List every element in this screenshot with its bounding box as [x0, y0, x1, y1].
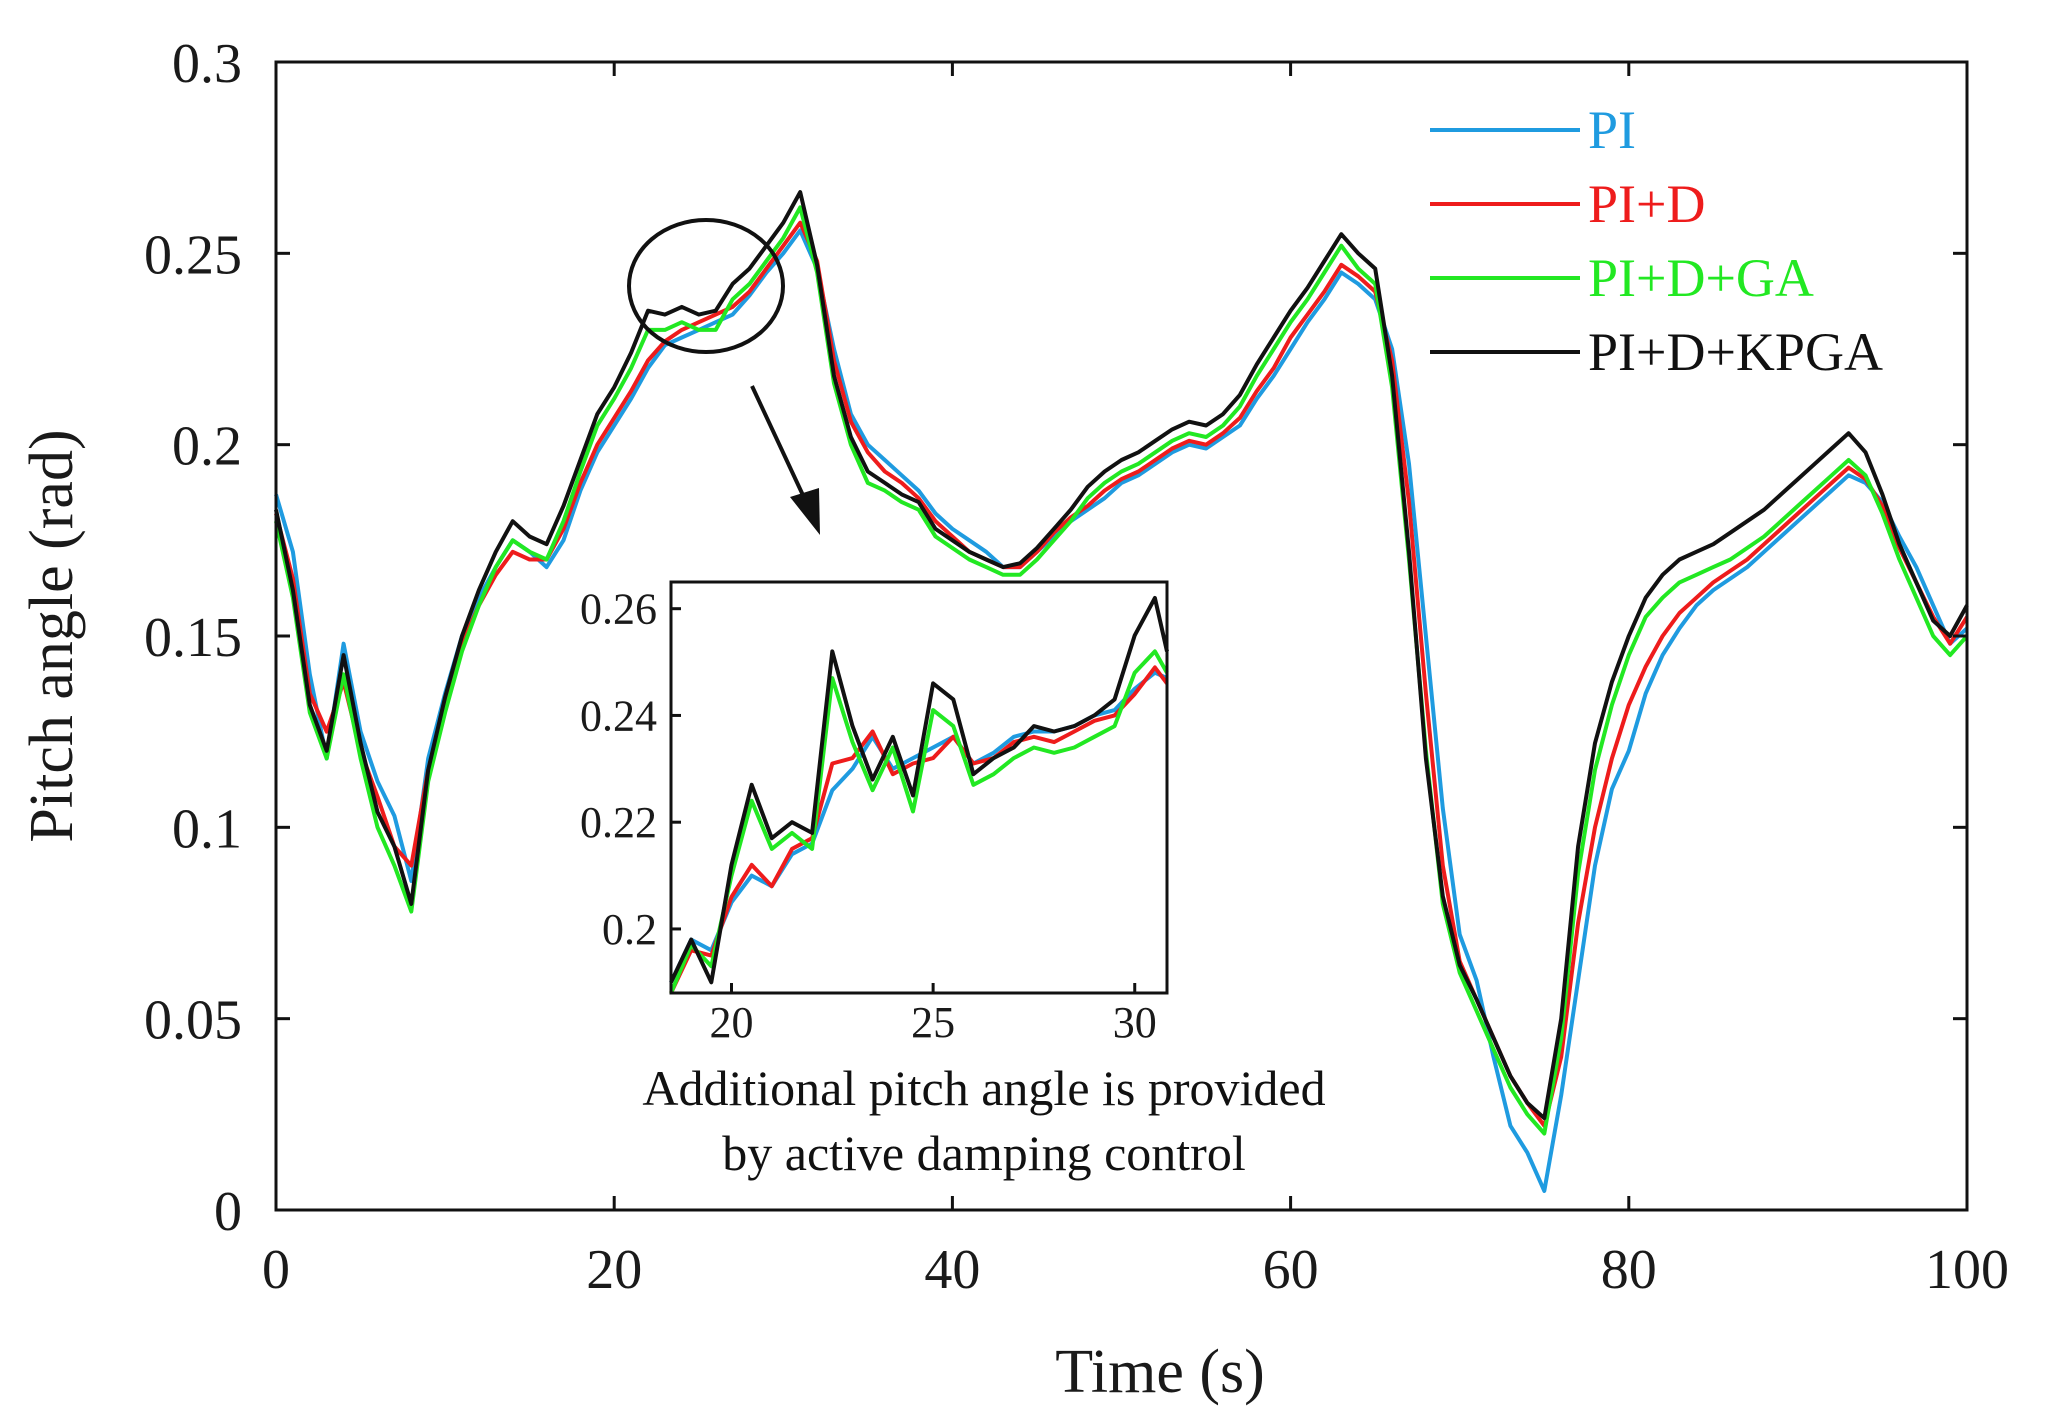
x-tick-label: 20 — [586, 1239, 642, 1301]
legend-label: PI+D+KPGA — [1588, 322, 1883, 382]
y-tick-label: 0.1 — [172, 798, 242, 860]
inset-y-tick-label: 0.22 — [580, 798, 657, 847]
inset-x-tick-label: 30 — [1113, 998, 1157, 1047]
x-tick-label: 60 — [1263, 1239, 1319, 1301]
inset-x-tick-label: 20 — [709, 998, 753, 1047]
inset-y-tick-label: 0.2 — [602, 905, 657, 954]
series-line-pi-d — [274, 220, 1969, 1128]
legend: PI PI+D PI+D+GA PI+D+KPGA — [1430, 100, 1883, 382]
x-axis-label: Time (s) — [1055, 1338, 1265, 1406]
inset-x-tick-label: 25 — [911, 998, 955, 1047]
annotation-line-2: by active damping control — [722, 1125, 1245, 1181]
inset-frame — [669, 580, 1169, 995]
y-tick-label: 0.05 — [144, 990, 242, 1052]
y-tick-label: 0.3 — [172, 33, 242, 95]
inset-y-tick-label: 0.26 — [580, 585, 657, 634]
legend-label: PI+D — [1588, 174, 1705, 234]
y-tick-label: 0 — [214, 1181, 242, 1243]
y-tick-label: 0.15 — [144, 607, 242, 669]
legend-label: PI+D+GA — [1588, 248, 1814, 308]
x-tick-label: 80 — [1601, 1239, 1657, 1301]
arrow-line — [750, 385, 810, 507]
annotation-line-1: Additional pitch angle is provided — [642, 1060, 1325, 1116]
y-tick-label: 0.2 — [172, 416, 242, 478]
x-tick-label: 0 — [262, 1239, 290, 1301]
arrow-head — [790, 488, 820, 535]
inset-series-line-pi-d-kpga — [669, 596, 1169, 985]
series-line-pi — [274, 228, 1969, 1193]
x-tick-label: 40 — [924, 1239, 980, 1301]
inset-y-tick-label: 0.24 — [580, 691, 657, 740]
y-tick-label: 0.25 — [144, 224, 242, 286]
highlight-ellipse — [627, 218, 785, 354]
series-line-pi-d-kpga — [274, 190, 1969, 1121]
inset-series-line-pi-d-ga — [669, 649, 1169, 994]
x-tick-label: 100 — [1925, 1239, 2009, 1301]
legend-label: PI — [1588, 100, 1636, 160]
series-line-pi-d-ga — [274, 205, 1969, 1136]
y-axis-label: Pitch angle (rad) — [18, 429, 86, 842]
